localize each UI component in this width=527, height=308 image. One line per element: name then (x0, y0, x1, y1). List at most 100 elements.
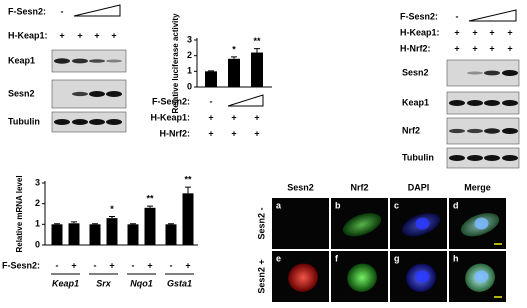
blot-band (106, 91, 122, 97)
condition-mark: + (507, 27, 512, 37)
blot-band (106, 59, 122, 63)
significance: ** (184, 175, 192, 185)
blot-band (467, 71, 483, 75)
blot-band (72, 91, 88, 97)
y-tick-label: 1 (35, 219, 40, 229)
row-header: Sesn2 - (256, 207, 266, 239)
band-label: Nrf2 (402, 125, 420, 135)
condition-label: H-Keap1: (8, 30, 48, 40)
condition-mark: - (210, 96, 213, 106)
blot-band (54, 119, 70, 125)
group-label: Keap1 (52, 278, 79, 288)
group-label: Gsta1 (167, 278, 192, 288)
condition-mark: + (71, 260, 76, 270)
condition-label: F-Sesn2: (400, 11, 438, 21)
condition-mark: + (489, 27, 494, 37)
gradient-triangle (468, 9, 517, 22)
y-tick-label: 2 (187, 50, 192, 60)
bar (106, 218, 118, 245)
y-tick-label: 2 (35, 198, 40, 208)
bar (251, 52, 263, 87)
condition-mark: + (231, 112, 236, 122)
error-bar (130, 223, 136, 225)
condition-mark: + (59, 30, 64, 40)
group-label: Nqo1 (130, 278, 153, 288)
blot-band (54, 58, 70, 64)
condition-mark: + (208, 112, 213, 122)
error-bar (92, 223, 98, 225)
band-label: Sesn2 (402, 67, 429, 77)
error-bar (231, 56, 237, 59)
group-label: Srx (96, 278, 112, 288)
y-tick-label: 0 (35, 239, 40, 249)
condition-mark: + (489, 43, 494, 53)
band-label: Keap1 (402, 97, 429, 107)
column-header: Sesn2 (287, 182, 314, 192)
blot-band (449, 128, 465, 134)
panel-letter: d (453, 200, 459, 210)
blot-band (72, 58, 88, 64)
blot-band (72, 119, 88, 125)
cell (288, 263, 318, 292)
micrograph (272, 198, 329, 249)
significance: * (110, 204, 114, 214)
condition-mark: + (254, 112, 259, 122)
column-header: DAPI (408, 182, 430, 192)
condition-mark: + (231, 128, 236, 138)
condition-mark: - (456, 11, 459, 21)
band-label: Tubulin (8, 116, 40, 126)
blot-band (89, 59, 105, 63)
condition-mark: - (132, 260, 135, 270)
condition-mark: + (147, 260, 152, 270)
panel-letter: g (394, 253, 400, 263)
condition-mark: - (56, 260, 59, 270)
y-axis-label: Relative mRNA level (15, 175, 24, 252)
panel-letter: h (453, 253, 459, 263)
panel-letter: c (394, 200, 399, 210)
row-header: Sesn2 + (256, 259, 266, 293)
bar (165, 224, 177, 245)
error-bar (54, 223, 60, 225)
band-label: Sesn2 (8, 88, 35, 98)
gradient-triangle (73, 4, 121, 17)
blot-band (484, 70, 500, 76)
condition-mark: + (454, 43, 459, 53)
condition-label: F-Sesn2: (152, 96, 190, 106)
significance: ** (253, 36, 261, 46)
condition-mark: - (94, 260, 97, 270)
y-tick-label: 3 (35, 177, 40, 187)
condition-mark: + (472, 43, 477, 53)
bar (228, 58, 240, 87)
blot-band (467, 100, 483, 106)
error-bar (254, 48, 260, 53)
condition-mark: + (507, 43, 512, 53)
nucleus (474, 270, 489, 283)
bar (89, 224, 101, 245)
condition-label: H-Keap1: (150, 112, 190, 122)
blot-band (502, 128, 518, 134)
panel-letter: a (276, 200, 282, 210)
condition-mark: + (208, 128, 213, 138)
blot-band (484, 155, 500, 161)
bar (127, 224, 139, 245)
bar (144, 207, 156, 245)
nucleus (474, 217, 489, 230)
error-bar (168, 223, 174, 225)
condition-mark: + (77, 30, 82, 40)
condition-mark: + (94, 30, 99, 40)
blot-band (89, 119, 105, 125)
blot-band (484, 128, 500, 134)
error-bar (109, 215, 115, 219)
y-tick-label: 0 (187, 81, 192, 91)
band-label: Tubulin (402, 152, 434, 162)
condition-mark: + (185, 260, 190, 270)
cell (342, 213, 382, 237)
blot-band (467, 128, 483, 134)
blot-band (502, 100, 518, 106)
condition-mark: + (109, 260, 114, 270)
y-tick-label: 3 (187, 34, 192, 44)
significance: ** (146, 194, 154, 204)
blot-band (502, 70, 518, 76)
panel-letter: b (335, 200, 341, 210)
